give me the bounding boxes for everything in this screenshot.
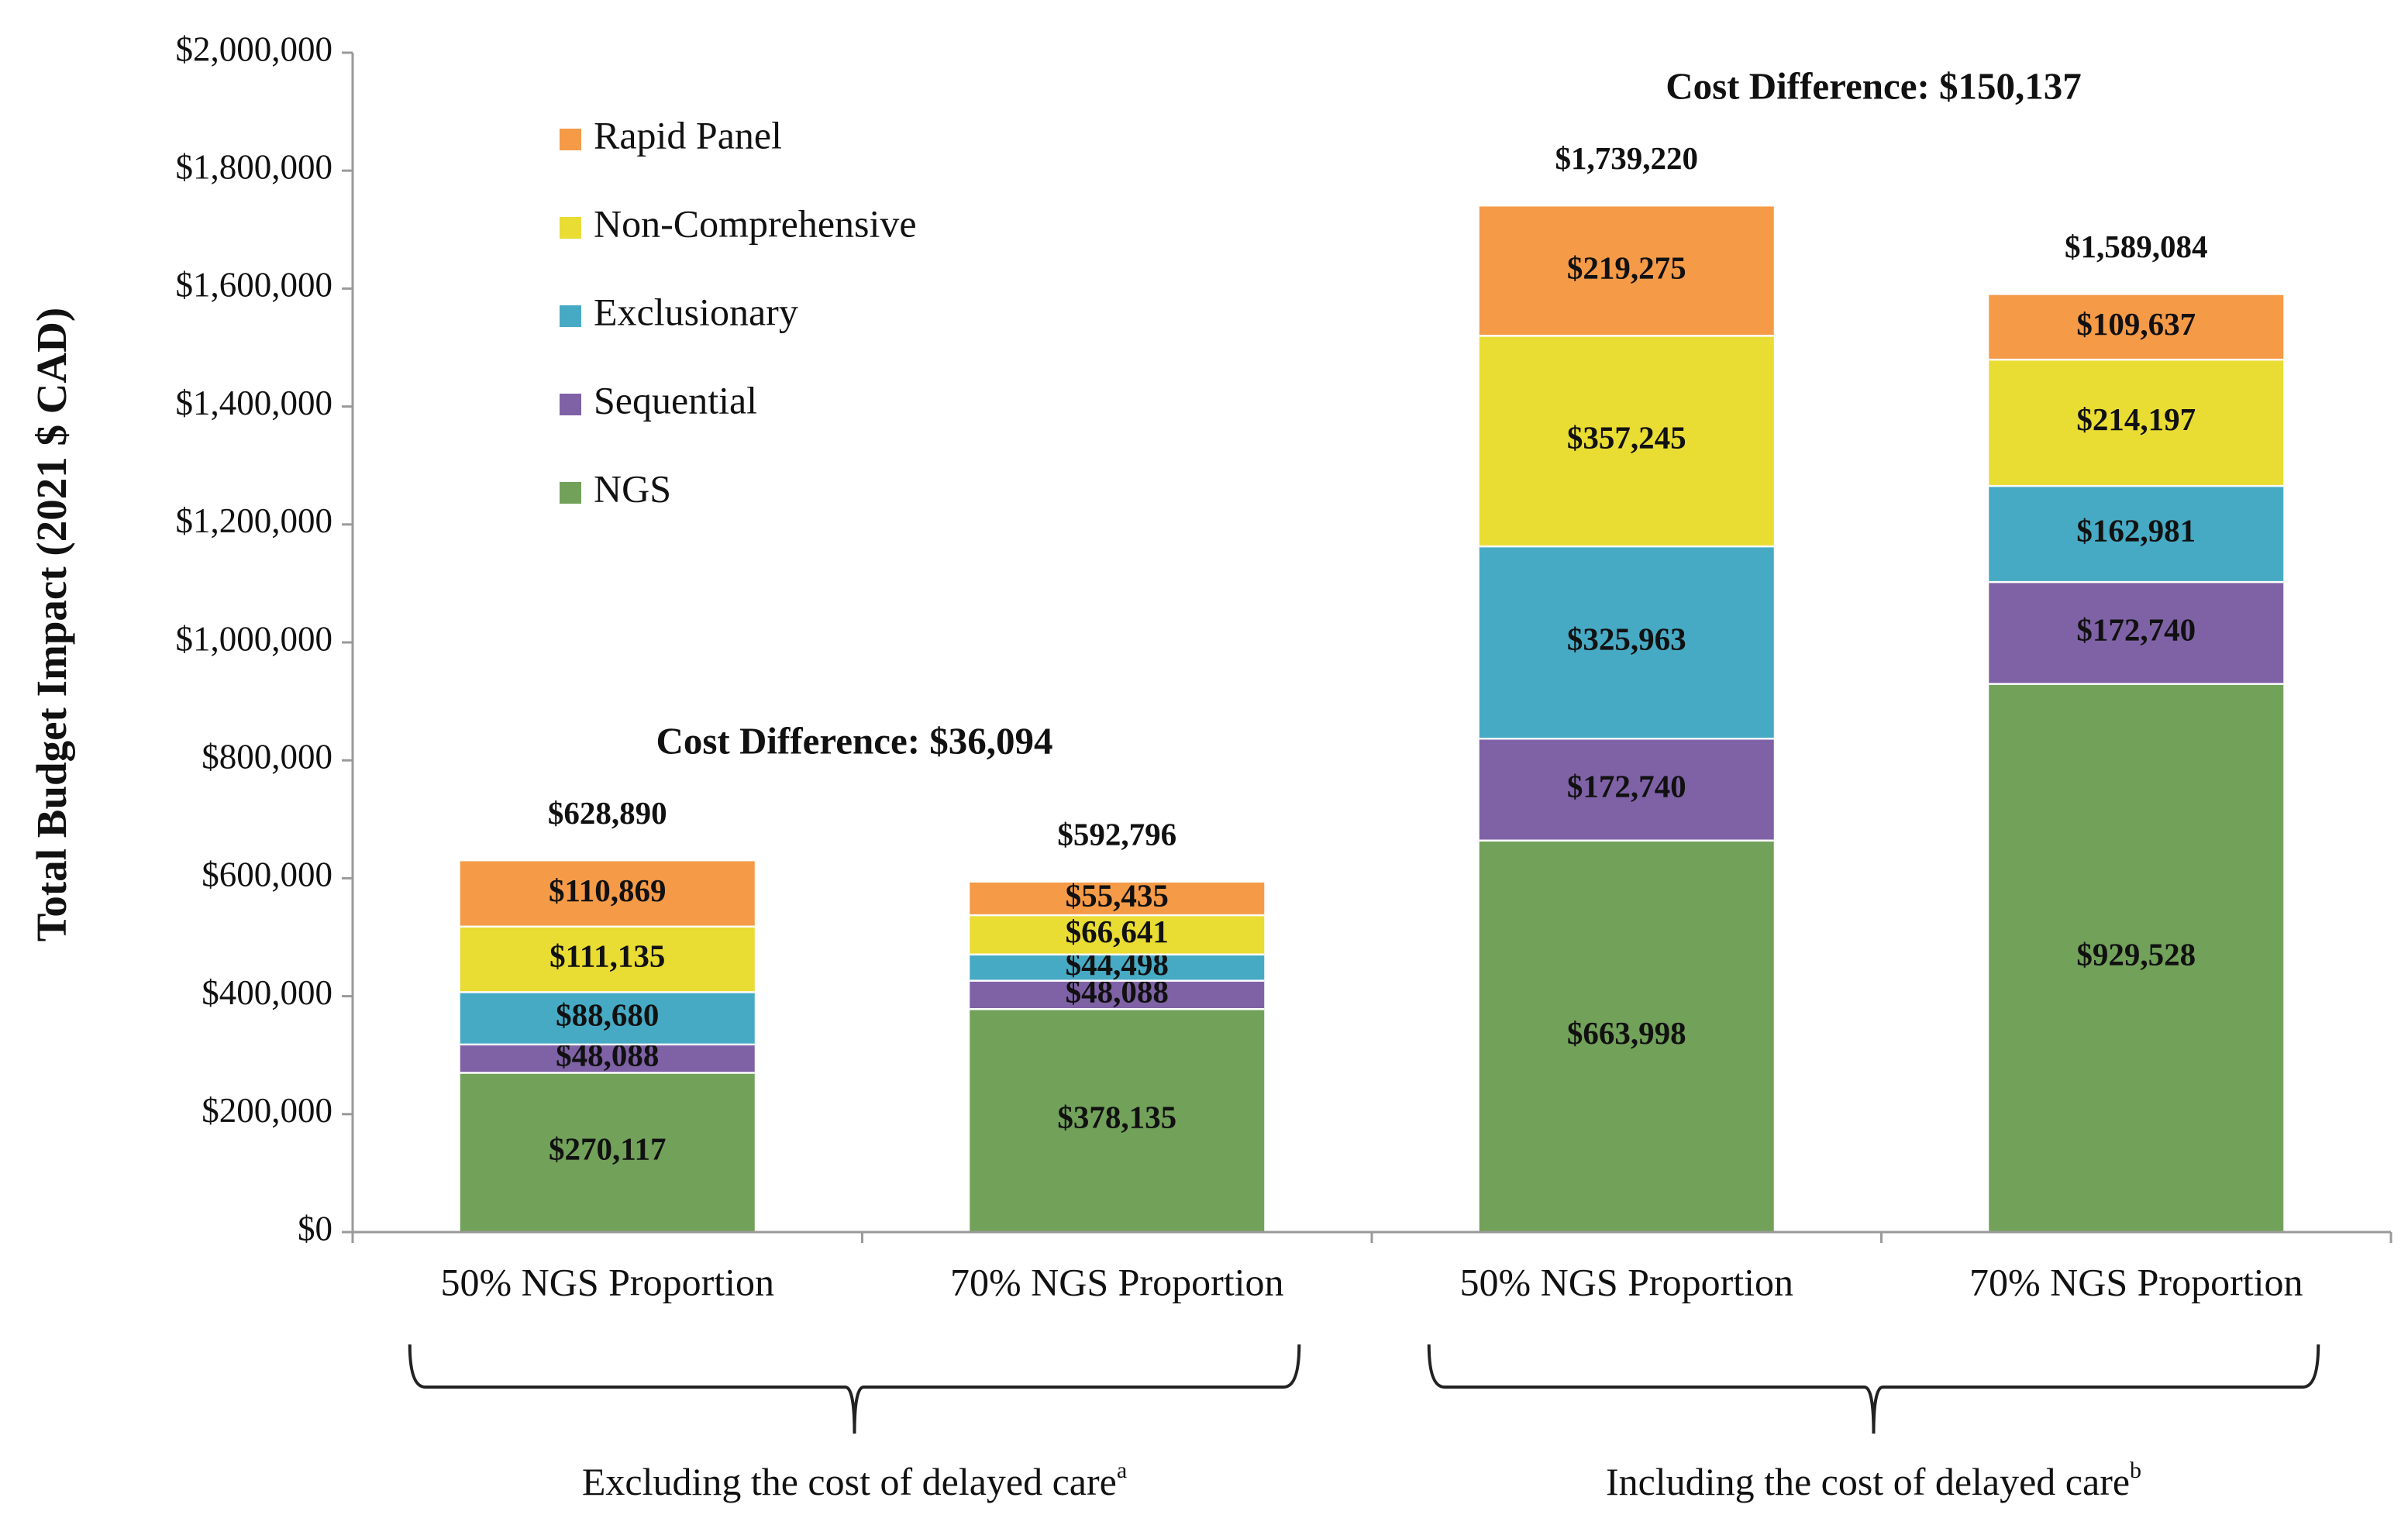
group-label: Excluding the cost of delayed carea (582, 1458, 1127, 1504)
bar-value-label: $214,197 (2076, 401, 2196, 437)
bar-segment-rapid-panel (1479, 206, 1774, 336)
bar-value-label: $172,740 (2076, 611, 2196, 647)
bar-value-label: $66,641 (1066, 914, 1169, 949)
bar-segment-ngs (1989, 683, 2284, 1232)
bar-segment-exclusionary (970, 954, 1265, 981)
group-label-superscript: a (1117, 1458, 1127, 1483)
legend-label: Sequential (594, 378, 757, 422)
bar-stack: $663,998 $172,740 $325,963 $357,245 $219,275… (1479, 140, 1774, 1232)
category-group: Excluding the cost of delayed carea Cost … (408, 720, 1301, 1504)
bar-value-label: $325,963 (1567, 621, 1686, 657)
bar-value-label: $270,117 (549, 1131, 667, 1167)
legend-swatch (560, 482, 581, 504)
bar-total-label: $1,589,084 (2065, 229, 2208, 264)
y-axis-label: Total Budget Impact (2021 $ CAD) (28, 308, 75, 942)
bar-segment-exclusionary (460, 992, 755, 1045)
bar-stack: $270,117$48,088$88,680$111,135$110,869$6… (460, 795, 755, 1232)
bar-value-label: $378,135 (1057, 1100, 1176, 1135)
category-groups: Excluding the cost of delayed carea Cost … (408, 65, 2320, 1504)
y-tick-label: $800,000 (202, 738, 332, 776)
bar-value-label: $929,528 (2076, 937, 2196, 972)
bar-segment-sequential (970, 980, 1265, 1010)
legend-swatch (560, 305, 581, 327)
y-tick-label: $400,000 (202, 973, 332, 1012)
y-tick-label: $1,800,000 (176, 148, 333, 187)
bar-total-label: $1,739,220 (1555, 140, 1699, 176)
x-category-label: 70% NGS Proportion (1969, 1260, 2303, 1303)
legend-label: NGS (594, 466, 671, 510)
bar-total-label: $592,796 (1057, 816, 1176, 852)
legend-swatch (560, 394, 581, 415)
y-tick-label: $2,000,000 (176, 29, 333, 68)
group-label-text: Including the cost of delayed care (1606, 1460, 2130, 1503)
bar-value-label: $357,245 (1567, 420, 1686, 456)
legend-swatch (560, 129, 581, 150)
bar-segment-non-comprehensive (970, 915, 1265, 955)
bar-value-label: $172,740 (1567, 768, 1686, 804)
bar-value-label: $162,981 (2076, 513, 2196, 549)
cost-difference-label: Cost Difference: $150,137 (1666, 65, 2082, 108)
bar-segment-ngs (460, 1072, 755, 1232)
y-tick-label: $1,000,000 (176, 619, 333, 658)
legend-item: Exclusionary (560, 290, 798, 333)
bar-stack: $378,135$48,088$44,498$66,641$55,435$592… (970, 816, 1265, 1232)
bar-stacks: $270,117$48,088$88,680$111,135$110,869$6… (460, 140, 2284, 1232)
bar-segment-ngs (970, 1009, 1265, 1232)
bar-segment-exclusionary (1479, 546, 1774, 739)
x-category-label: 50% NGS Proportion (1459, 1260, 1793, 1303)
legend-label: Rapid Panel (594, 113, 782, 157)
legend-swatch (560, 217, 581, 239)
bar-value-label: $219,275 (1567, 250, 1686, 285)
bar-segment-sequential (1989, 582, 2284, 684)
bar-segment-rapid-panel (1989, 294, 2284, 360)
bar-value-label: $109,637 (2076, 306, 2196, 342)
bar-stack: $929,528 $172,740 $162,981 $214,197 $109,637… (1989, 229, 2284, 1232)
group-brace (408, 1344, 1301, 1434)
bar-value-label: $663,998 (1567, 1015, 1686, 1051)
legend-item: Sequential (560, 378, 757, 422)
y-tick-label: $600,000 (202, 855, 332, 894)
bar-segment-non-comprehensive (1479, 336, 1774, 547)
group-label: Including the cost of delayed careb (1606, 1458, 2141, 1504)
bar-value-label: $88,680 (556, 997, 659, 1033)
bar-segment-non-comprehensive (460, 926, 755, 993)
legend-label: Non-Comprehensive (594, 201, 917, 245)
group-brace (1427, 1344, 2320, 1434)
x-axis: 50% NGS Proportion 70% NGS Proportion 50% … (351, 1231, 2392, 1303)
bar-segment-sequential (1479, 738, 1774, 841)
y-tick-label: $0 (298, 1209, 332, 1248)
legend-item: NGS (560, 466, 671, 510)
x-category-label: 50% NGS Proportion (440, 1260, 774, 1303)
y-tick-label: $1,600,000 (176, 266, 333, 305)
bar-total-label: $628,890 (548, 795, 667, 831)
bar-segment-exclusionary (1989, 486, 2284, 583)
bar-segment-sequential (460, 1044, 755, 1073)
bar-segment-rapid-panel (460, 861, 755, 927)
y-tick-label: $1,200,000 (176, 501, 333, 540)
bar-segment-rapid-panel (970, 882, 1265, 916)
category-group: Including the cost of delayed careb Cost … (1427, 65, 2320, 1504)
y-tick-label: $200,000 (202, 1091, 332, 1130)
bar-segment-non-comprehensive (1989, 360, 2284, 487)
legend-item: Rapid Panel (560, 113, 782, 157)
legend-item: Non-Comprehensive (560, 201, 917, 245)
bar-value-label: $110,869 (549, 873, 667, 908)
group-label-superscript: b (2130, 1458, 2141, 1483)
y-axis: $0 $200,000 $400,000 $600,000 $800,000 $1,000… (176, 29, 354, 1248)
bar-value-label: $55,435 (1066, 877, 1169, 913)
x-category-label: 70% NGS Proportion (950, 1260, 1284, 1303)
group-label-text: Excluding the cost of delayed care (582, 1460, 1117, 1503)
cost-difference-label: Cost Difference: $36,094 (656, 720, 1052, 762)
legend-label: Exclusionary (594, 290, 798, 333)
bar-segment-ngs (1479, 840, 1774, 1232)
legend: Rapid Panel Non-Comprehensive Exclusionary… (560, 113, 917, 510)
bar-value-label: $111,135 (549, 938, 665, 973)
y-tick-label: $1,400,000 (176, 384, 333, 422)
